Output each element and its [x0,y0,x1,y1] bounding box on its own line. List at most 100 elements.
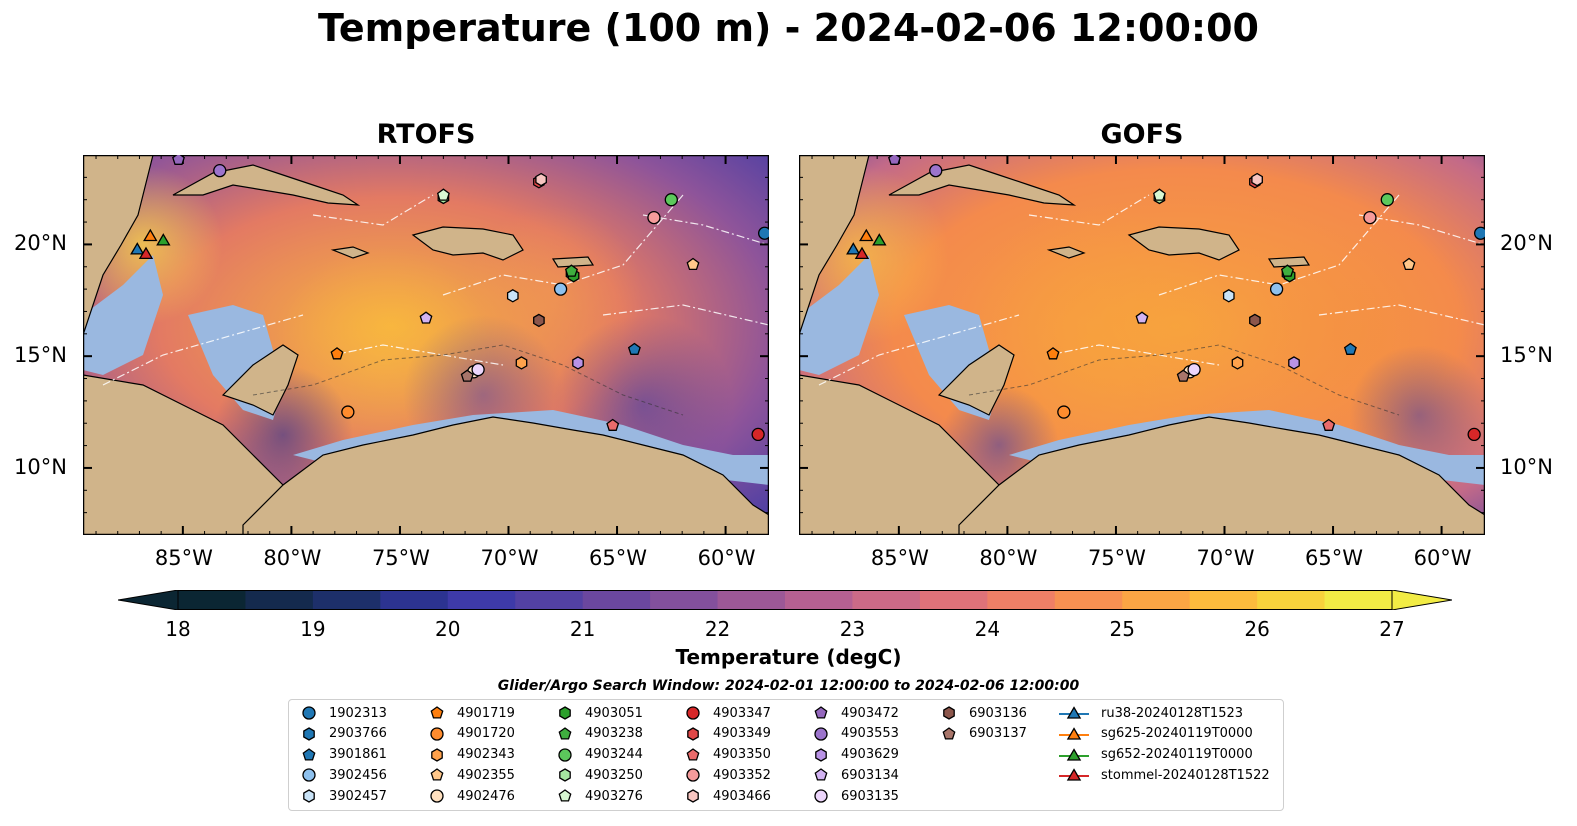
float-marker-icon [815,747,827,762]
marker-6903137 [460,369,474,382]
legend-marker [686,768,700,783]
colorbar-tick-label: 18 [165,617,191,641]
marker-4903472 [172,155,185,165]
colorbar-segment [785,590,853,610]
marker-4902343 [1231,356,1244,370]
legend-label: 4903466 [713,788,771,804]
glider-marker-icon [1059,706,1089,719]
legend-marker [687,789,699,803]
legend-marker [814,768,828,781]
legend-marker [430,727,444,741]
colorbar-segment [650,590,719,610]
legend-marker [687,727,699,741]
legend-label: 4903352 [713,767,771,783]
legend-label: sg625-20240119T0000 [1101,726,1253,742]
lat-tick-label: 10°N [1500,454,1553,479]
land-mass [83,155,154,336]
lon-tick-label: 65°W [1305,546,1364,570]
lat-tick-label: 10°N [14,454,67,479]
legend-marker [814,727,828,741]
marker-4902355 [1402,257,1416,271]
float-marker-icon [302,706,316,720]
colorbar-segment [178,590,246,610]
glider-marker-icon [1059,768,1089,782]
colorbar-tick-label: 22 [704,617,731,641]
marker-6903137 [1176,369,1190,382]
colorbar-segment [987,590,1056,610]
float-marker-icon [814,706,828,719]
panel-title-rtofs: RTOFS [376,119,476,150]
lon-tick-label: 75°W [371,546,430,570]
lon-tick-label: 65°W [589,546,648,570]
marker-sg625-20240119T0000 [859,228,874,242]
float-marker-icon [302,747,316,761]
legend-marker [686,706,700,720]
marker-4903629 [572,356,584,370]
land-mass [411,226,524,261]
legend-label: 4902355 [457,767,515,783]
legend-marker [430,768,444,781]
lon-tick-label: 85°W [870,546,929,570]
land-mass [1046,246,1086,259]
marker-3902456 [1269,282,1284,296]
marker-sg652-20240119T0000 [872,233,887,246]
marker-3901861 [1343,342,1357,355]
marker-4901719 [330,347,344,360]
legend-label: 4902343 [457,747,515,763]
float-marker-icon [430,706,444,719]
legend-label: 4903250 [585,767,643,783]
marker-3901861 [627,342,641,355]
marker-4903238 [564,264,578,277]
legend-label: 6903134 [841,767,899,783]
legend-label: 6903135 [841,788,899,804]
legend-item: 4903244 [557,745,643,765]
legend-item: 4903347 [685,703,771,723]
marker-ru38-20240128T1523 [130,242,145,255]
colorbar-segment [1054,590,1123,610]
legend-label: 3902456 [329,767,387,783]
colorbar-segment [312,590,381,610]
float-marker-icon [814,727,828,741]
lat-tick-label: 15°N [14,343,67,368]
legend-label: 4903629 [841,747,899,763]
legend-item: 4903352 [685,765,771,785]
legend-item: 4902343 [429,745,515,765]
legend: 1902313 2903766 3901861 3902456 3902457 49017… [288,699,1284,811]
marker-4901720 [1057,405,1071,419]
legend-marker [943,706,955,720]
marker-6903135 [471,362,485,377]
marker-6903136 [1249,313,1261,328]
marker-4903238 [1280,264,1294,277]
lon-tick-label: 60°W [1413,546,1472,570]
legend-label: 4903244 [585,747,643,763]
float-marker-icon [303,727,315,741]
marker-4903244 [664,193,678,207]
legend-marker [558,747,572,762]
legend-label: 4903051 [585,705,643,721]
float-marker-icon [558,789,572,802]
colorbar-label: Temperature (degC) [675,645,902,669]
legend-marker [558,726,572,740]
search-window-text: Glider/Argo Search Window: 2024-02-01 12… [497,678,1080,694]
marker-stommel-20240128T1522 [854,246,870,260]
legend-marker [815,747,827,762]
figure-title: Temperature (100 m) - 2024-02-06 12:00:0… [317,6,1259,50]
legend-marker [814,706,828,719]
float-marker-icon [430,727,444,741]
legend-label: 4901719 [457,705,515,721]
float-marker-icon [942,726,956,740]
float-marker-icon [687,789,699,803]
float-marker-icon [558,726,572,740]
lon-tick-label: 75°W [1087,546,1146,570]
colorbar-tick-label: 24 [974,617,1001,641]
marker-3902457 [506,289,519,303]
legend-item: 4903466 [685,786,771,806]
marker-6903136 [533,313,545,328]
legend-marker [302,747,316,761]
land-mass [958,416,1485,535]
marker-4903553 [929,163,943,178]
legend-marker [559,768,571,783]
lon-tick-label: 60°W [697,546,756,570]
colorbar-tick-label: 27 [1379,617,1405,641]
marker-4903466 [535,172,547,187]
